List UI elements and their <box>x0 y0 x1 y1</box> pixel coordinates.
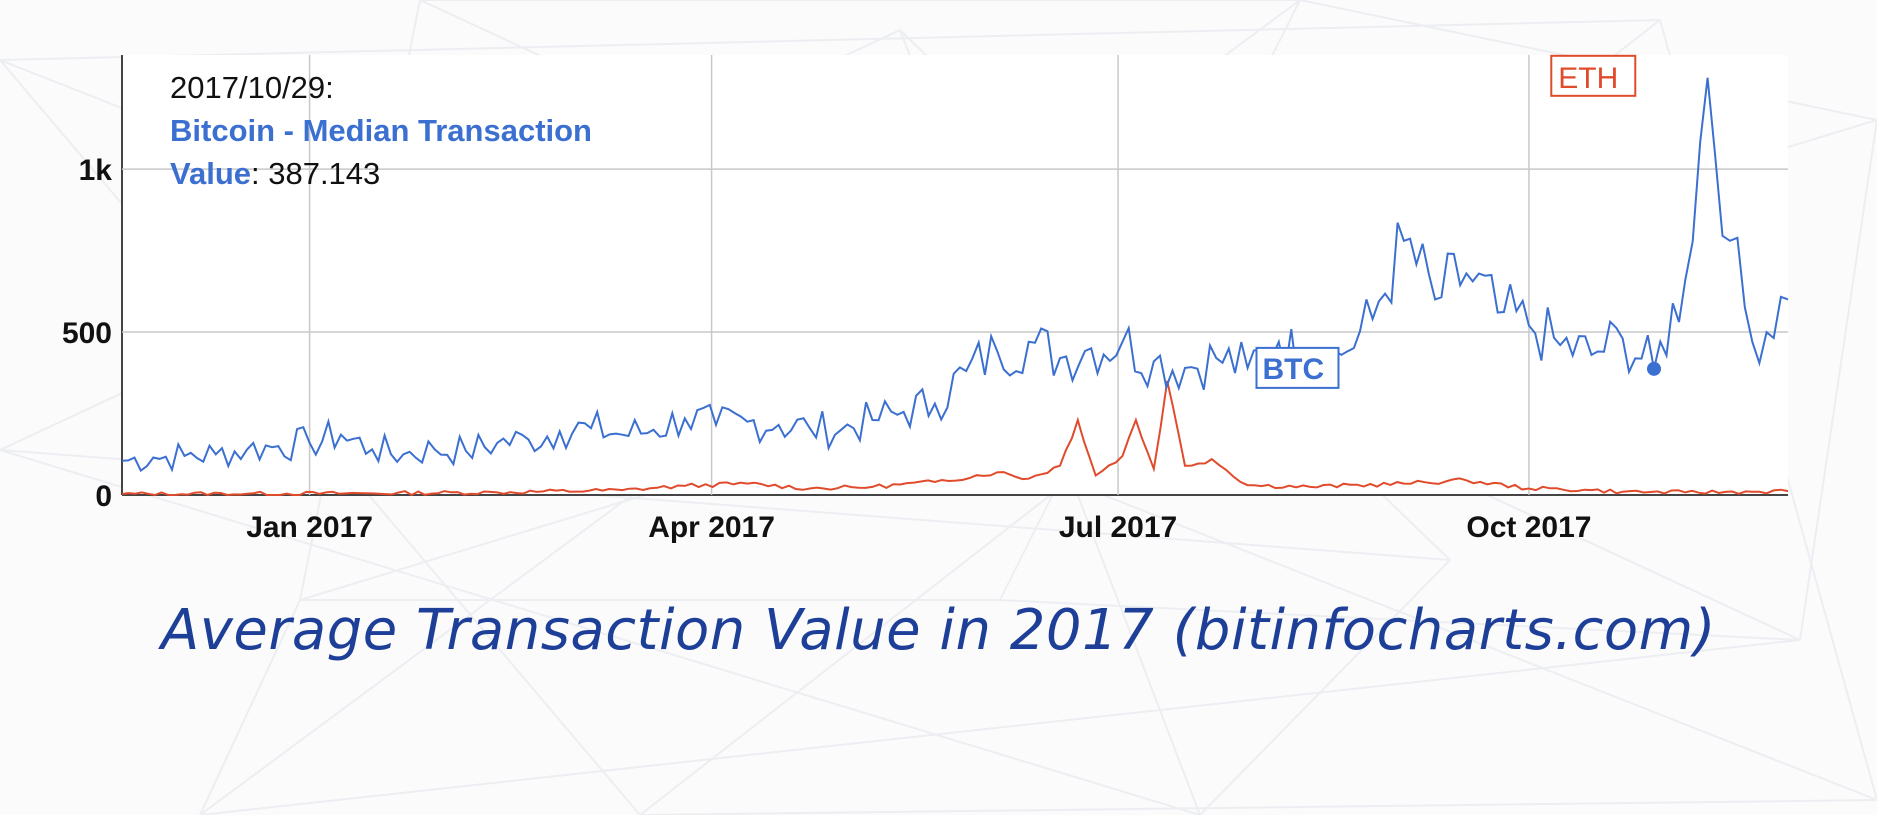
svg-text:ETH: ETH <box>1558 62 1618 95</box>
y-tick-label: 500 <box>62 317 112 350</box>
svg-text:BTC: BTC <box>1262 353 1324 386</box>
chart-grid <box>121 55 1788 496</box>
tooltip-date: 2017/10/29: <box>170 70 334 105</box>
background-line <box>639 799 1877 815</box>
chart-caption: Average Transaction Value in 2017 (bitin… <box>160 598 1717 663</box>
plot-area <box>122 55 1788 495</box>
btc-series-line <box>121 77 1789 473</box>
chart-tooltip: 2017/10/29: Bitcoin - Median Transaction… <box>170 66 730 195</box>
y-axis-ticks: 0 500 1k <box>62 154 112 513</box>
background-line <box>999 599 1801 641</box>
x-tick-label: Jul 2017 <box>1059 511 1177 544</box>
x-tick-label: Oct 2017 <box>1466 511 1591 544</box>
y-tick-label: 1k <box>79 154 113 187</box>
x-tick-label: Jan 2017 <box>246 511 373 544</box>
tooltip-series-name-line2: Value <box>170 156 251 191</box>
background-line <box>1799 119 1877 641</box>
btc-series-label: BTC <box>1255 346 1340 389</box>
y-tick-label: 0 <box>95 480 112 513</box>
tooltip-series-name-line1: Bitcoin - Median Transaction <box>170 113 592 148</box>
background-line <box>199 639 1801 815</box>
eth-series-line <box>121 380 1789 497</box>
tooltip-value: : 387.143 <box>251 156 381 191</box>
highlight-point[interactable] <box>1647 361 1662 376</box>
background-line <box>0 19 1661 61</box>
x-axis-ticks: Jan 2017 Apr 2017 Jul 2017 Oct 2017 <box>246 511 1591 544</box>
background-line <box>199 599 301 815</box>
eth-series-label: ETH <box>1550 54 1637 97</box>
background-line <box>1199 559 1451 815</box>
background-line <box>0 449 1201 815</box>
x-tick-label: Apr 2017 <box>648 511 775 544</box>
